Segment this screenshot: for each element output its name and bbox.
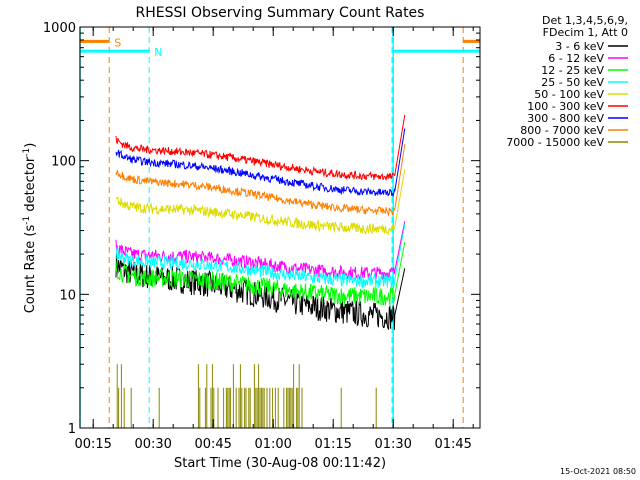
- y-axis-label-sup1: -1: [22, 216, 32, 225]
- series-3-6-kev-line: [115, 253, 406, 330]
- y-tick-label: 1000: [43, 21, 76, 36]
- x-axis-label: Start Time (30-Aug-08 00:11:42): [174, 456, 386, 471]
- generated-timestamp: 15-Oct-2021 08:50: [560, 467, 636, 476]
- y-tick-label: 100: [51, 155, 76, 170]
- series-25-50-kev-line: [115, 224, 406, 289]
- legend-header-2: FDecim 1, Att 0: [543, 26, 628, 39]
- x-tick-label: 00:15: [74, 437, 111, 452]
- series-6-12-kev-line: [115, 221, 406, 281]
- x-tick-label: 01:00: [254, 437, 291, 452]
- x-tick-label: 00:30: [134, 437, 171, 452]
- legend: Det 1,3,4,5,6,9,FDecim 1, Att 03 - 6 keV…: [506, 14, 628, 149]
- series-800-7000-kev-line: [115, 144, 406, 217]
- x-tick-label: 01:45: [434, 437, 471, 452]
- marker-S-label: S: [114, 36, 121, 49]
- series-50-100-kev-line: [115, 169, 406, 236]
- legend-entry-label: 7000 - 15000 keV: [506, 136, 604, 149]
- y-axis-label: Count Rate (s-1 detector-1): [22, 143, 38, 314]
- y-axis-label-main: Count Rate (s: [23, 225, 38, 314]
- series-300-800-kev-line: [115, 128, 406, 198]
- plot-area: SN: [79, 27, 480, 428]
- axes: 1 10 100 1000 00:15 00:30 00:45 01:00 01:15 01:30…: [43, 21, 480, 452]
- series-100-300-kev-line: [115, 114, 406, 181]
- x-tick-label: 01:15: [314, 437, 351, 452]
- x-tick-label: 00:45: [194, 437, 231, 452]
- y-axis-label-mid: detector: [23, 156, 38, 216]
- legend-entry-label: 50 - 100 keV: [534, 88, 604, 101]
- legend-entry-label: 3 - 6 keV: [555, 40, 604, 53]
- y-axis-label-sup2: -1: [22, 148, 32, 157]
- chart-title: RHESSI Observing Summary Count Rates: [136, 5, 425, 21]
- legend-entry-label: 6 - 12 keV: [548, 52, 604, 65]
- marker-N-label: N: [154, 46, 162, 59]
- y-tick-label: 10: [59, 288, 76, 303]
- legend-entry-label: 300 - 800 keV: [527, 112, 604, 125]
- x-tick-label: 01:30: [374, 437, 411, 452]
- y-tick-label: 1: [68, 422, 76, 437]
- legend-entry-label: 25 - 50 keV: [541, 76, 604, 89]
- series-12-25-kev-line: [115, 242, 406, 306]
- legend-entry-label: 12 - 25 keV: [541, 64, 604, 77]
- y-axis-label-end: ): [23, 143, 38, 148]
- legend-entry-label: 100 - 300 keV: [527, 100, 604, 113]
- legend-entry-label: 800 - 7000 keV: [520, 124, 604, 137]
- plot-frame: [79, 26, 481, 429]
- legend-header-1: Det 1,3,4,5,6,9,: [542, 14, 628, 27]
